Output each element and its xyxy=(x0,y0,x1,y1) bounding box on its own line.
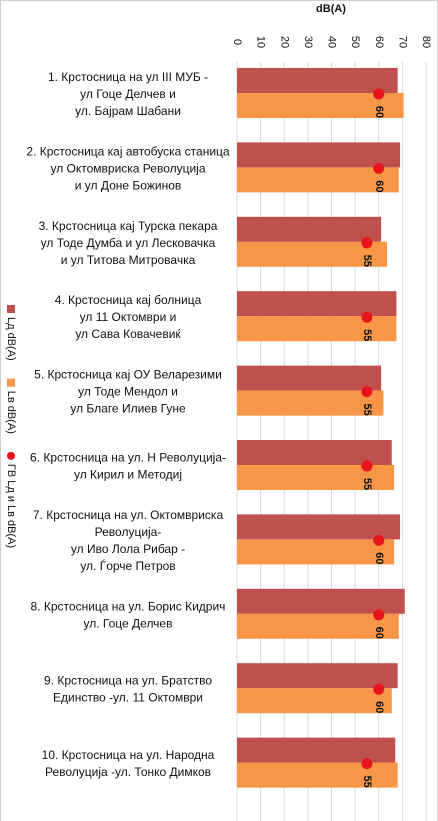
category-label: 8. Крстосница на ул. Борис Кидрич ул. Гоц… xyxy=(31,599,226,630)
data-label: 60 xyxy=(373,701,385,713)
limit-dot xyxy=(373,534,385,546)
bar xyxy=(237,365,382,391)
limit-dot xyxy=(361,758,373,770)
data-label: 55 xyxy=(361,403,373,415)
x-tick-label: 10 xyxy=(255,36,267,48)
bar xyxy=(237,539,395,565)
axis-title: dB(A) xyxy=(316,3,346,15)
category-label: 3. Крстосница кај Турска пекара ул Тоде Д… xyxy=(39,219,218,267)
legend-label: Lв dB(A) xyxy=(5,391,17,434)
x-tick-label: 40 xyxy=(326,36,338,48)
x-tick-label: 0 xyxy=(231,39,243,45)
bar xyxy=(237,291,397,317)
data-label: 60 xyxy=(373,180,385,192)
legend-marker xyxy=(7,451,15,460)
limit-dot xyxy=(361,237,373,249)
legend-marker xyxy=(7,378,15,387)
bar xyxy=(237,241,388,267)
legend: Lд dB(A) Lв dB(A) ГВ Lд и Lв dB(A) xyxy=(5,305,17,548)
data-label: 55 xyxy=(361,329,373,341)
legend-label: Lд dB(A) xyxy=(5,317,17,361)
bar xyxy=(237,68,398,93)
bar xyxy=(237,142,401,168)
category-label: 5. Крстосница кај ОУ Веларезими ул Тоде М… xyxy=(34,368,222,416)
limit-dot xyxy=(373,609,385,621)
limit-dot xyxy=(373,683,385,695)
data-label: 55 xyxy=(361,775,373,787)
legend-label: ГВ Lд и Lв dB(A) xyxy=(5,464,17,548)
bar xyxy=(237,514,401,540)
category-label: 7. Крстосница на ул. Октомвриска Револуци… xyxy=(33,508,224,573)
x-tick-label: 70 xyxy=(396,36,408,48)
limit-dot xyxy=(361,311,373,323)
x-tick-label: 80 xyxy=(420,36,432,48)
bar xyxy=(237,588,405,614)
x-tick-label: 30 xyxy=(302,36,314,48)
x-tick-label: 20 xyxy=(278,36,290,48)
x-tick-label: 50 xyxy=(349,36,361,48)
data-label: 55 xyxy=(361,478,373,490)
legend-marker xyxy=(7,305,15,313)
x-tick-label: 60 xyxy=(373,36,385,48)
limit-dot xyxy=(361,460,373,472)
limit-dot xyxy=(373,88,385,100)
bar xyxy=(237,737,396,763)
category-label: 9. Крстосница на ул. Братство Единство -у… xyxy=(44,674,212,705)
bar xyxy=(237,663,398,689)
limit-dot xyxy=(373,162,385,174)
bar xyxy=(237,167,399,193)
category-label: 1. Крстосница на ул III МУБ -ул Гоце Дел… xyxy=(48,70,208,118)
limit-dot xyxy=(361,386,373,398)
bar xyxy=(237,688,392,714)
data-label: 55 xyxy=(361,255,373,267)
bar xyxy=(237,216,382,242)
category-label: 2. Крстосница кај автобуска станица ул Ок… xyxy=(26,145,229,193)
bar xyxy=(237,390,384,416)
bar xyxy=(237,613,399,639)
category-label: 4. Крстосница кај болница ул 11 Октомври … xyxy=(55,293,202,341)
data-label: 60 xyxy=(373,627,385,639)
category-label: 6. Крстосница на ул. Н Револуција-ул Кир… xyxy=(30,451,226,482)
data-label: 60 xyxy=(373,106,385,118)
data-label: 60 xyxy=(373,552,385,564)
category-label: 10. Крстосница на ул. Народна Револуција … xyxy=(42,748,215,779)
